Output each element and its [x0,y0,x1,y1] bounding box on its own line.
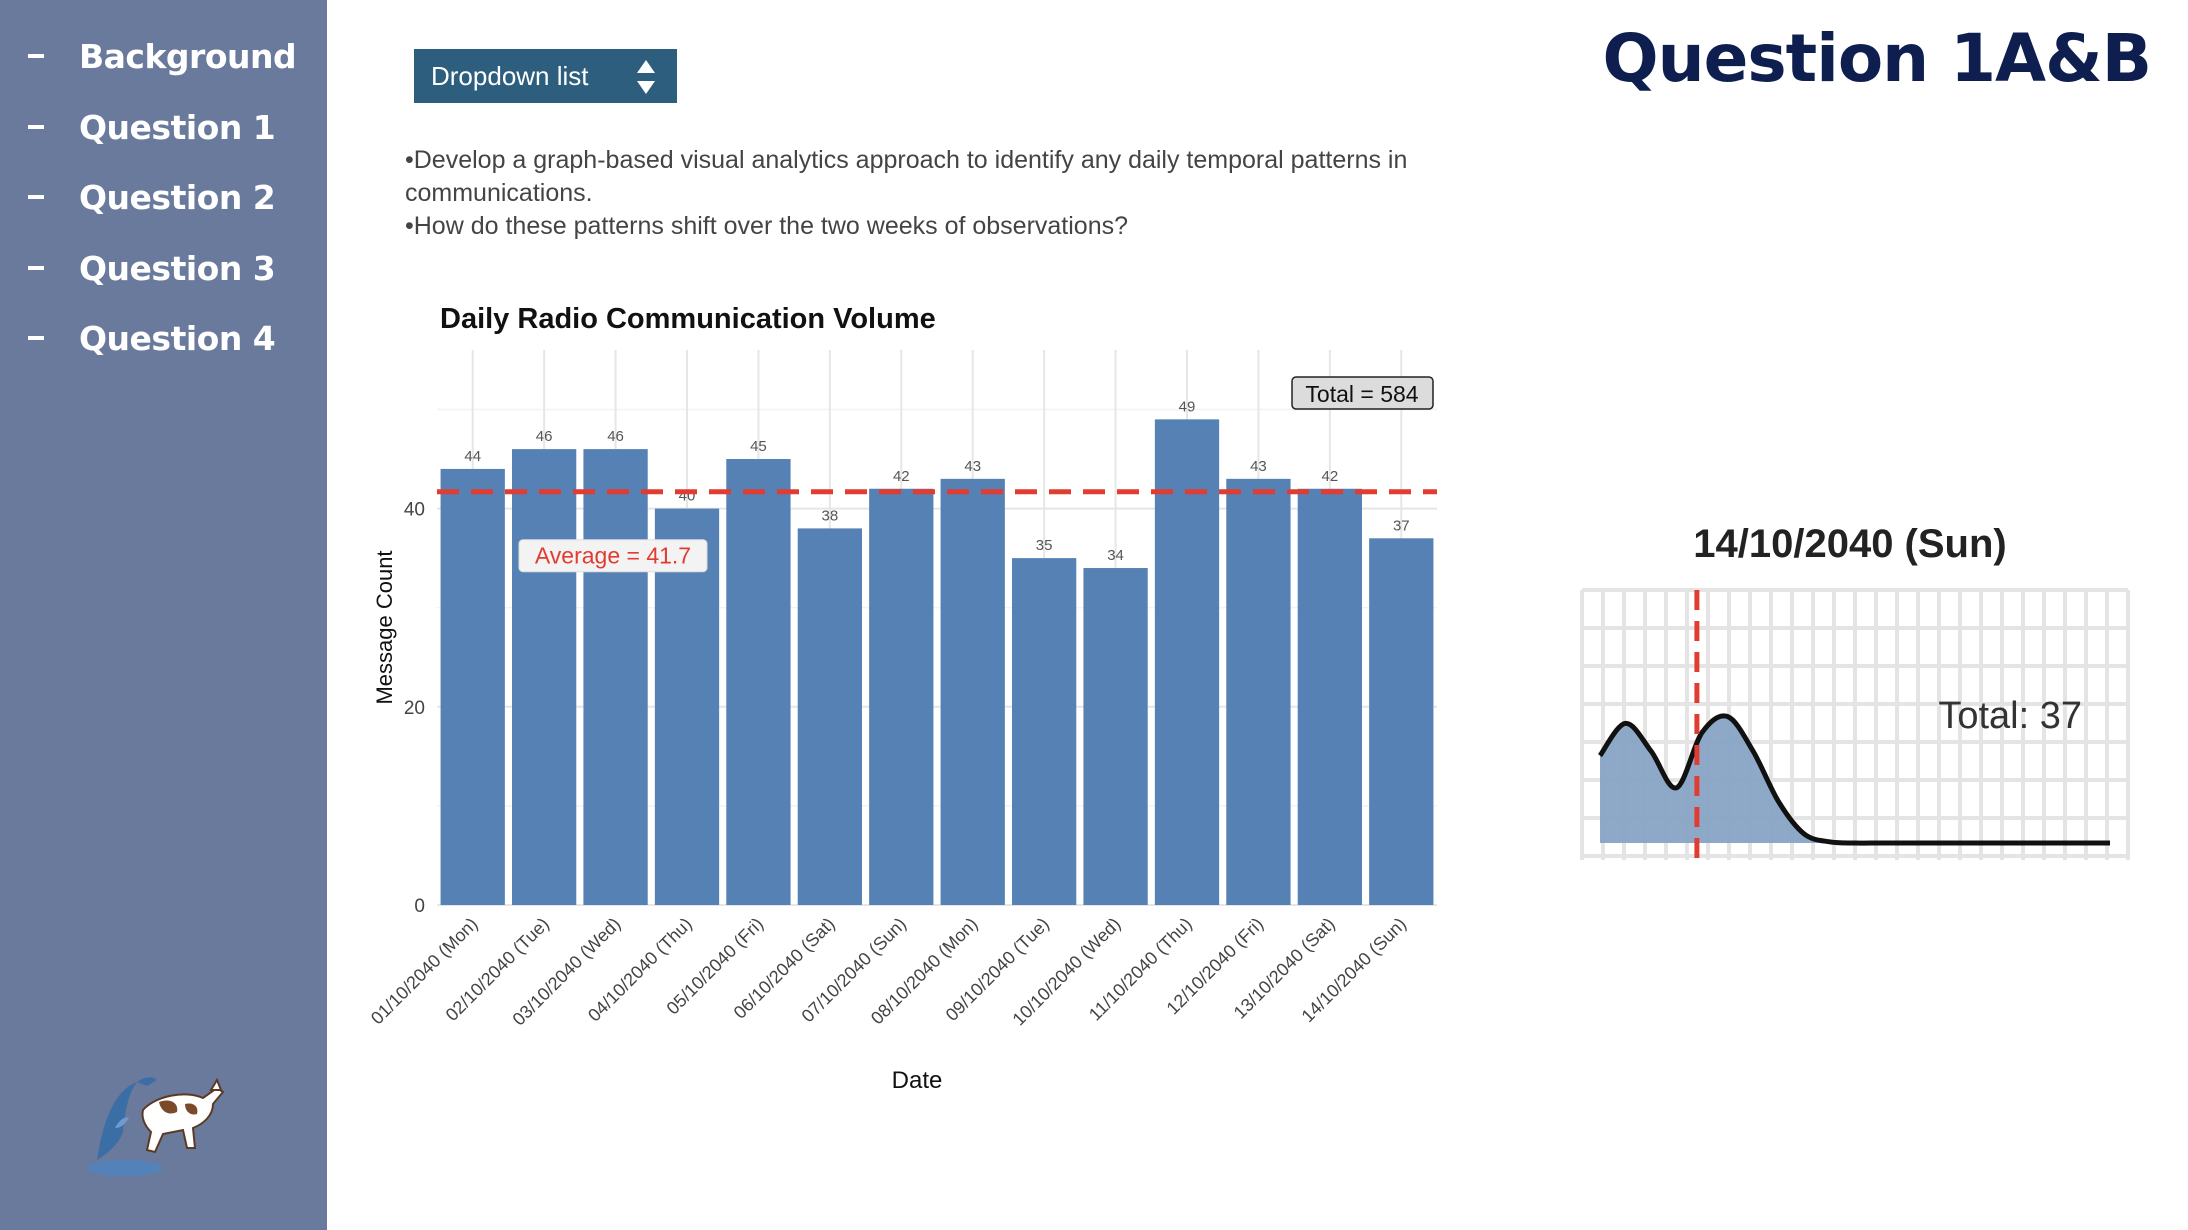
bar-value-label: 35 [1036,537,1053,554]
bar-value-label: 45 [750,438,767,455]
bar-value-label: 49 [1179,398,1196,415]
dash-icon [28,266,44,270]
average-label: Average = 41.7 [535,543,691,569]
bar-value-label: 37 [1393,517,1410,534]
sidebar-item-label: Question 2 [79,177,276,217]
sidebar-item-label: Question 1 [79,107,276,147]
sidebar-item-question-2[interactable]: Question 2 [0,174,327,220]
bar-value-label: 42 [893,468,910,485]
dash-icon [28,336,44,340]
bar [940,478,1005,905]
bar [1369,538,1434,905]
bar [1012,558,1077,905]
dolphin-cow-logo [87,1077,225,1176]
hourly-density-chart: Total: 37 [1580,588,2130,860]
question-description: •Develop a graph-based visual analytics … [405,144,1465,243]
average-label-box [518,539,708,573]
bar [583,449,648,905]
bar [726,459,791,905]
bar [797,528,862,905]
total-label-box [1291,376,1434,410]
bar [654,508,720,905]
bar [1226,478,1291,905]
bar-value-label: 42 [1322,468,1339,485]
x-axis-title: Date [892,1067,943,1094]
total-label: Total = 584 [1305,381,1418,407]
sidebar: Background Question 1 Question 2 Questio… [0,0,327,1230]
sort-arrows-icon [637,60,655,94]
y-tick-label: 0 [414,896,425,917]
dropdown-label: Dropdown list [431,60,589,91]
chart-title: Daily Radio Communication Volume [440,303,936,335]
bar [1154,419,1220,905]
density-chart-title: 14/10/2040 (Sun) [1693,522,2007,566]
bar [869,488,934,905]
sidebar-item-question-3[interactable]: Question 3 [0,245,327,291]
bar [1083,568,1148,905]
density-area [1600,715,2110,844]
y-tick-label: 20 [404,698,425,719]
bar [1297,488,1362,905]
dash-icon [28,195,44,199]
bar-value-label: 38 [822,507,839,524]
bar-value-label: 46 [536,428,553,445]
description-line-1: •Develop a graph-based visual analytics … [405,146,1408,207]
bar [512,449,577,905]
bar-value-label: 43 [964,458,981,475]
sidebar-item-background[interactable]: Background [0,33,327,79]
description-line-2: •How do these patterns shift over the tw… [405,212,1129,240]
bar-value-label: 44 [464,448,481,465]
dropdown-select[interactable]: Dropdown list [414,49,677,103]
density-line [1597,713,2110,846]
bar [440,468,505,905]
dash-icon [28,54,44,58]
dash-icon [28,125,44,129]
page-title: Question 1A&B [1602,20,2152,97]
y-tick-label: 40 [404,500,425,521]
sidebar-item-question-1[interactable]: Question 1 [0,104,327,150]
daily-volume-bar-chart: Daily Radio Communication Volume02040440… [367,303,1437,1094]
total-annotation: Total: 37 [1938,695,2082,737]
bar-value-label: 46 [607,428,624,445]
bar-value-label: 34 [1107,547,1124,564]
y-axis-title: Message Count [372,550,397,704]
sidebar-item-label: Question 4 [79,318,276,358]
bar-value-label: 43 [1250,458,1267,475]
sidebar-item-label: Question 3 [79,248,276,288]
sidebar-item-label: Background [79,36,297,76]
sidebar-item-question-4[interactable]: Question 4 [0,315,327,361]
